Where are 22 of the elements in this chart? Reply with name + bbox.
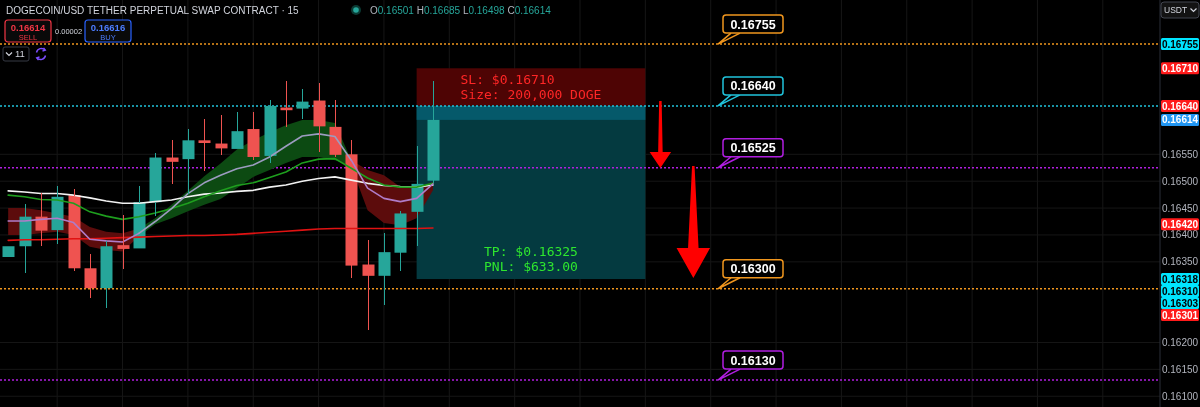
annotation: 11 <box>15 48 25 60</box>
y-tick-label: 0.16550 <box>1161 148 1199 160</box>
y-tick-label: 0.16400 <box>1161 229 1199 241</box>
annotation: 0.16616 <box>90 22 126 34</box>
y-tick-label: 0.16200 <box>1161 336 1199 348</box>
band-label: SL: $0.16710 Size: 200,000 DOGE <box>460 72 602 103</box>
dropdown: 11 <box>2 46 30 62</box>
y-tick-label: 0.16100 <box>1161 390 1199 402</box>
dropdown: USDT <box>1160 1 1200 19</box>
y-tick-label: 0.16450 <box>1161 202 1199 214</box>
ref-line-label: 0.16640 <box>730 79 776 94</box>
y-tick-label: 0.16500 <box>1161 175 1199 187</box>
annotation: 0.16614 <box>10 22 46 34</box>
text: DOGECOIN/USD TETHER PERPETUAL SWAP CONTRACT · 15 <box>6 5 300 16</box>
y-tick-label: 0.16150 <box>1161 363 1199 375</box>
ref-line-label: 0.16755 <box>730 17 776 32</box>
band-label: TP: $0.16325 PNL: $633.00 <box>484 244 578 275</box>
ref-line-label: 0.16300 <box>730 262 776 277</box>
y-tick-label: 0.16350 <box>1161 256 1199 268</box>
text: O0.16501 H0.16685 L0.16498 C0.16614 <box>370 5 552 16</box>
ref-line-label: 0.16525 <box>730 141 776 156</box>
ref-line-label: 0.16130 <box>730 353 776 368</box>
